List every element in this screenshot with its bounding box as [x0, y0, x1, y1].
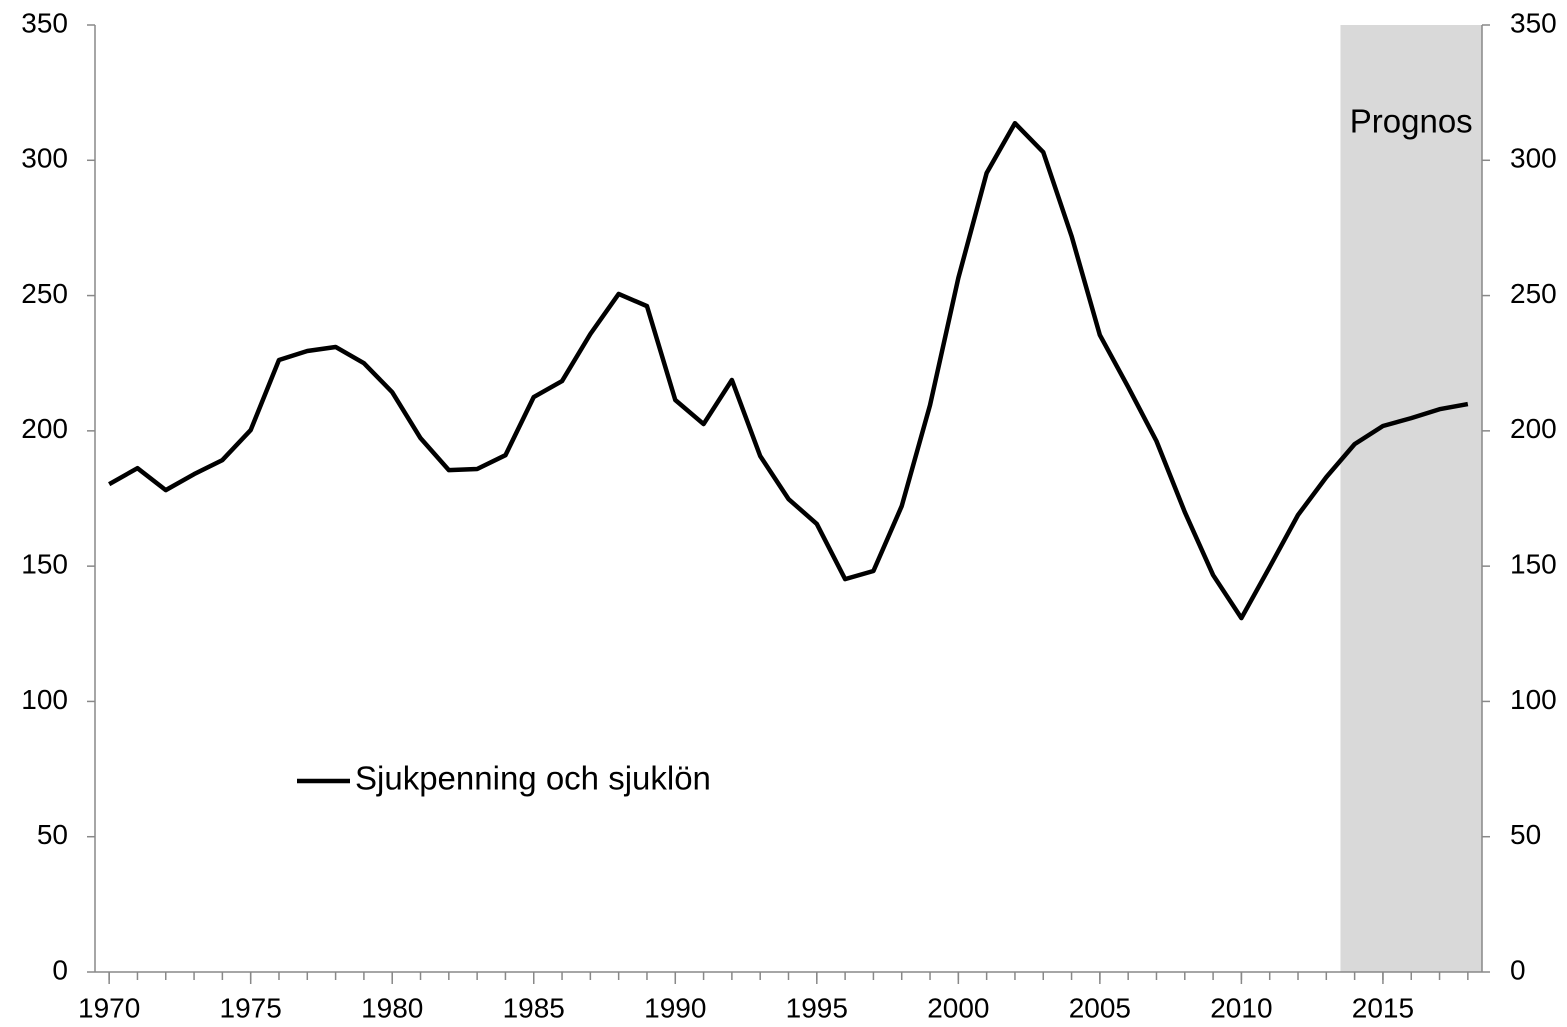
- x-tick-label: 1995: [786, 992, 848, 1023]
- x-tick-label: 1970: [78, 992, 140, 1023]
- y-tick-label: 150: [21, 549, 68, 580]
- x-tick-label: 1990: [644, 992, 706, 1023]
- x-tick-label: 2000: [927, 992, 989, 1023]
- series-line: [108, 120, 1469, 621]
- legend-label: Sjukpenning och sjuklön: [355, 760, 711, 797]
- y2-tick-label: 0: [1510, 954, 1526, 985]
- y-tick-label: 0: [52, 954, 68, 985]
- forecast-shade: [1340, 25, 1482, 972]
- y2-tick-label: 200: [1510, 413, 1557, 444]
- y-tick-label: 250: [21, 278, 68, 309]
- y-tick-label: 200: [21, 413, 68, 444]
- y2-tick-label: 150: [1510, 549, 1557, 580]
- y-tick-label: 350: [21, 7, 68, 38]
- x-tick-label: 2005: [1069, 992, 1131, 1023]
- x-tick-label: 2010: [1210, 992, 1272, 1023]
- y2-tick-label: 350: [1510, 7, 1557, 38]
- y2-tick-label: 100: [1510, 684, 1557, 715]
- x-tick-label: 1975: [220, 992, 282, 1023]
- y-tick-label: 100: [21, 684, 68, 715]
- y2-tick-label: 250: [1510, 278, 1557, 309]
- y-tick-label: 50: [37, 819, 68, 850]
- shade-label: Prognos: [1350, 103, 1473, 140]
- y-tick-label: 300: [21, 143, 68, 174]
- x-tick-label: 1985: [503, 992, 565, 1023]
- x-tick-label: 2015: [1352, 992, 1414, 1023]
- x-tick-label: 1980: [361, 992, 423, 1023]
- y2-tick-label: 50: [1510, 819, 1541, 850]
- y2-tick-label: 300: [1510, 143, 1557, 174]
